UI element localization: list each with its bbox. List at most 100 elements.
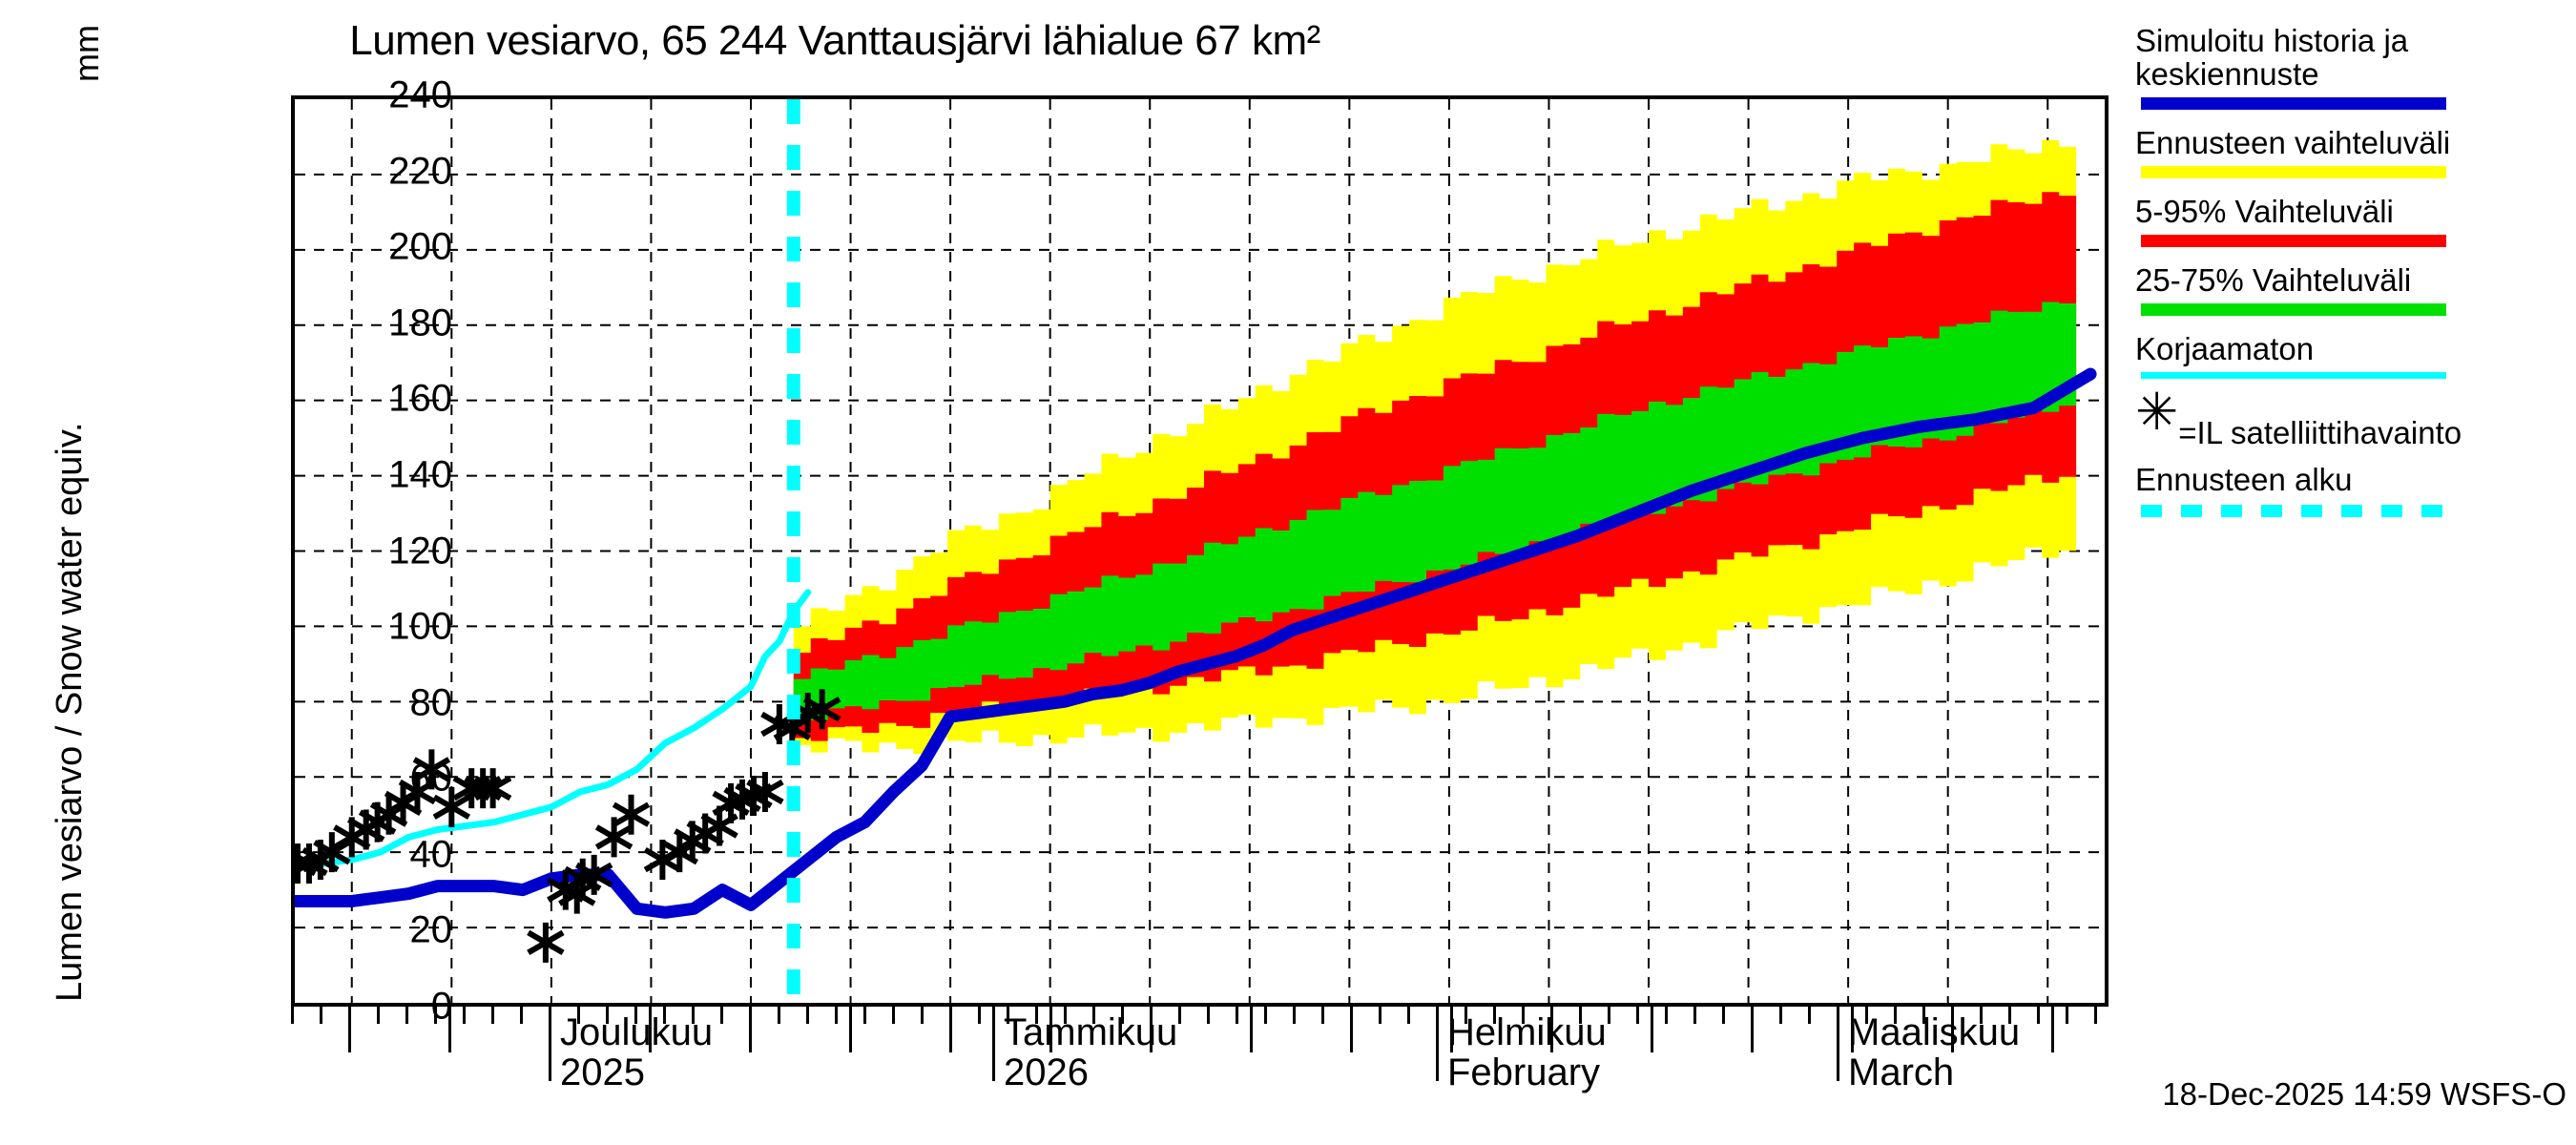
x-minor-tick [806, 1007, 809, 1024]
x-minor-tick [1207, 1007, 1210, 1024]
x-minor-tick [520, 1007, 523, 1024]
x-week-tick [1751, 1007, 1754, 1052]
x-minor-tick [921, 1007, 924, 1024]
x-minor-tick [291, 1007, 294, 1024]
legend-label: 5-95% Vaihteluväli [2135, 193, 2394, 229]
x-minor-tick [634, 1007, 637, 1024]
x-week-tick [1550, 1007, 1553, 1052]
legend-swatch-red-band-swatch [2141, 234, 2446, 247]
y-tick-240: 240 [388, 73, 452, 116]
x-week-tick [2051, 1007, 2054, 1052]
x-minor-tick [778, 1007, 780, 1024]
asterisk-marker-icon: ✳ [2135, 383, 2179, 441]
band-25-75 [793, 299, 2077, 720]
x-minor-tick [835, 1007, 838, 1024]
x-minor-tick [1608, 1007, 1610, 1024]
x-week-tick [1651, 1007, 1653, 1052]
x-minor-tick [1693, 1007, 1696, 1024]
timestamp-label: 18-Dec-2025 14:59 WSFS-O [2162, 1076, 2566, 1112]
x-month-label-joulukuu: Joulukuu 2025 [560, 1012, 713, 1093]
x-week-tick [1049, 1007, 1052, 1052]
x-minor-tick [606, 1007, 609, 1024]
chart-plot-area[interactable] [291, 95, 2109, 1007]
x-minor-tick [1922, 1007, 1925, 1024]
y-tick-180: 180 [388, 302, 452, 344]
x-minor-tick [2037, 1007, 2040, 1024]
x-minor-tick [1092, 1007, 1095, 1024]
page-title: Lumen vesiarvo, 65 244 Vanttausjärvi läh… [349, 17, 1320, 64]
legend-swatch-yellow-band-swatch [2141, 165, 2446, 178]
legend-swatch-cyan-dashed-swatch [2141, 504, 2456, 517]
y-tick-200: 200 [388, 225, 452, 268]
x-month-tick [1436, 1007, 1439, 1081]
x-month-tick [549, 1007, 551, 1081]
x-minor-tick [434, 1007, 437, 1024]
x-week-tick [949, 1007, 952, 1052]
x-week-tick [649, 1007, 652, 1052]
x-week-tick [749, 1007, 752, 1052]
legend-item-satellite-observation: ✳ =IL satelliittihavainto [2135, 383, 2576, 454]
x-minor-tick [1321, 1007, 1324, 1024]
x-minor-tick [1722, 1007, 1725, 1024]
chart-legend: Simuloitu historia ja keskiennuste Ennust… [2135, 24, 2576, 517]
x-minor-tick [1636, 1007, 1639, 1024]
month-name-fi: Maaliskuu [1848, 1011, 2021, 1053]
x-minor-tick [863, 1007, 866, 1024]
x-minor-tick [1407, 1007, 1410, 1024]
chart-canvas [295, 99, 2105, 1003]
x-minor-tick [1665, 1007, 1668, 1024]
month-name-sub: 2026 [1004, 1051, 1089, 1093]
month-name-fi: Helmikuu [1447, 1011, 1607, 1053]
x-minor-tick [978, 1007, 981, 1024]
x-week-tick [1150, 1007, 1153, 1052]
x-minor-tick [1465, 1007, 1467, 1024]
legend-label: Korjaamaton [2135, 330, 2315, 366]
x-month-label-maaliskuu: Maaliskuu March [1848, 1011, 2021, 1093]
x-month-label-helmikuu: Helmikuu February [1447, 1011, 1607, 1093]
x-minor-tick [720, 1007, 723, 1024]
y-tick-160: 160 [388, 377, 452, 420]
x-minor-tick [1264, 1007, 1267, 1024]
x-minor-tick [1379, 1007, 1381, 1024]
x-minor-tick [1064, 1007, 1067, 1024]
x-minor-tick [1808, 1007, 1811, 1024]
x-minor-tick [2066, 1007, 2068, 1024]
legend-label: Ennusteen vaihteluväli [2135, 124, 2451, 160]
x-minor-tick [2008, 1007, 2011, 1024]
y-tick-140: 140 [388, 453, 452, 496]
x-minor-tick [1865, 1007, 1868, 1024]
x-week-tick [1851, 1007, 1854, 1052]
x-month-tick [992, 1007, 995, 1081]
x-week-tick [1951, 1007, 1954, 1052]
x-minor-tick [2094, 1007, 2097, 1024]
legend-label: =IL satelliittihavainto [2178, 414, 2462, 450]
line-korjaamaton [295, 589, 812, 871]
month-name-fi: Tammikuu [1004, 1011, 1178, 1053]
x-minor-tick [1178, 1007, 1181, 1024]
x-minor-tick [320, 1007, 322, 1024]
legend-label: Ennusteen alku [2135, 461, 2353, 497]
legend-swatch-cyan-line-swatch [2141, 371, 2446, 379]
x-minor-tick [377, 1007, 380, 1024]
x-minor-tick [463, 1007, 466, 1024]
x-minor-tick [1293, 1007, 1296, 1024]
x-minor-tick [663, 1007, 666, 1024]
x-minor-tick [1121, 1007, 1124, 1024]
x-month-tick [1837, 1007, 1839, 1081]
x-minor-tick [1035, 1007, 1038, 1024]
y-tick-220: 220 [388, 150, 452, 193]
x-week-tick [1350, 1007, 1353, 1052]
x-minor-tick [1894, 1007, 1897, 1024]
y-axis-title: Lumen vesiarvo / Snow water equiv. [50, 422, 90, 1002]
x-minor-tick [1779, 1007, 1782, 1024]
month-name-sub: March [1848, 1051, 1955, 1093]
x-week-tick [1450, 1007, 1453, 1052]
x-week-tick [348, 1007, 351, 1052]
month-name-sub: 2025 [560, 1051, 645, 1093]
legend-label: 25-75% Vaihteluväli [2135, 261, 2412, 298]
y-axis-unit: mm [67, 25, 106, 82]
x-week-tick [849, 1007, 852, 1052]
x-month-label-tammikuu: Tammikuu 2026 [1004, 1011, 1178, 1093]
x-minor-tick [491, 1007, 494, 1024]
x-minor-tick [405, 1007, 408, 1024]
